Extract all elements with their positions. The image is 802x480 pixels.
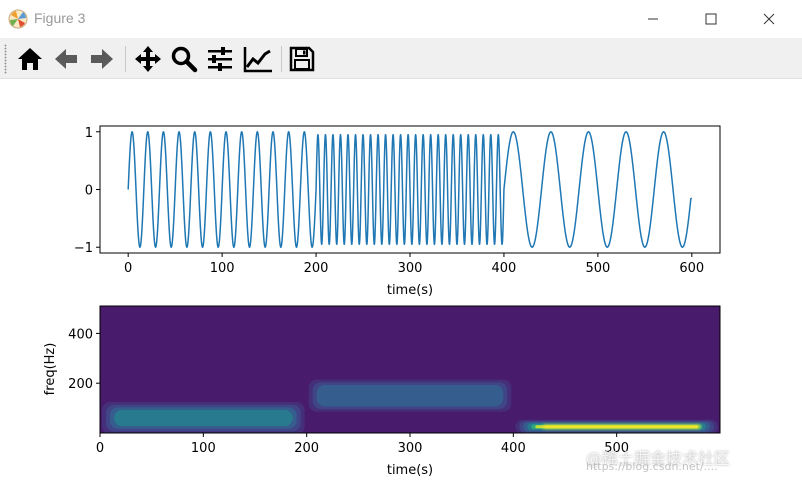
spectrogram-xlabel: time(s) xyxy=(387,463,433,478)
toolbar-separator xyxy=(281,46,282,72)
spectrogram-xtick-label: 400 xyxy=(501,441,526,456)
edit-axes-button[interactable] xyxy=(242,43,274,75)
signal-xtick-label: 500 xyxy=(585,261,610,276)
sliders-icon xyxy=(208,47,232,71)
signal-xtick-label: 200 xyxy=(304,261,329,276)
toolbar-separator xyxy=(125,46,126,72)
watermark-url: https://blog.csdn.net/.... xyxy=(586,460,718,473)
spectrogram-band xyxy=(114,410,293,427)
save-button[interactable] xyxy=(286,43,318,75)
minimize-button[interactable] xyxy=(630,0,676,38)
signal-xticks: 0 100 200 300 400 500 600 xyxy=(124,253,704,276)
signal-xtick-label: 0 xyxy=(124,261,132,276)
signal-ytick-label: −1 xyxy=(74,241,93,256)
spectrogram-band xyxy=(316,384,504,407)
home-button[interactable] xyxy=(14,43,46,75)
toolbar-grip[interactable] xyxy=(4,44,7,74)
floppy-icon xyxy=(289,46,315,72)
signal-series-line xyxy=(127,131,693,248)
spectrogram-xtick-label: 100 xyxy=(191,441,216,456)
navigation-toolbar xyxy=(0,38,802,79)
close-button[interactable] xyxy=(746,0,792,38)
maximize-button[interactable] xyxy=(688,0,734,38)
arrow-left-icon xyxy=(55,49,77,69)
spectrogram-xticks: 0 100 200 300 400 500 xyxy=(96,433,629,456)
spectrogram-xtick-label: 300 xyxy=(398,441,423,456)
close-icon xyxy=(763,13,775,25)
signal-axes[interactable]: 0 100 200 300 400 500 600 −1 0 1 time(s) xyxy=(74,125,721,298)
move-icon xyxy=(135,46,161,72)
home-icon xyxy=(18,48,42,70)
line-chart-icon xyxy=(243,47,272,73)
signal-xlabel: time(s) xyxy=(387,283,433,298)
spectrogram-xtick-label: 200 xyxy=(294,441,319,456)
pan-button[interactable] xyxy=(132,43,164,75)
signal-xtick-label: 400 xyxy=(492,261,517,276)
signal-series-group xyxy=(127,131,693,248)
subplots-button[interactable] xyxy=(204,43,236,75)
spectrogram-yticks: 200 400 xyxy=(68,327,100,392)
signal-xtick-label: 600 xyxy=(679,261,704,276)
signal-ytick-label: 0 xyxy=(85,184,93,199)
watermark-text: @稀土掘金技术社区 xyxy=(586,449,731,468)
figure-canvas[interactable]: 0 100 200 300 400 500 600 −1 0 1 time(s) 0 100 200… xyxy=(0,79,802,480)
spectrogram-ylabel: freq(Hz) xyxy=(43,343,58,396)
signal-xtick-label: 100 xyxy=(210,261,235,276)
spectrogram-ytick-label: 200 xyxy=(68,377,93,392)
maximize-icon xyxy=(705,13,717,25)
signal-xtick-label: 300 xyxy=(398,261,423,276)
signal-yticks: −1 0 1 xyxy=(74,126,100,256)
spectrogram-xtick-label: 0 xyxy=(96,441,104,456)
back-button[interactable] xyxy=(50,43,82,75)
zoom-button[interactable] xyxy=(168,43,200,75)
window-titlebar: Figure 3 xyxy=(0,0,802,38)
spectrogram-bands xyxy=(102,379,718,433)
spectrogram-band-core xyxy=(543,424,700,429)
signal-ytick-label: 1 xyxy=(85,126,93,141)
matplotlib-logo-icon xyxy=(8,9,28,29)
magnifier-icon xyxy=(171,46,198,73)
minimize-icon xyxy=(648,18,658,20)
arrow-right-icon xyxy=(91,49,113,69)
spectrogram-axes[interactable]: 0 100 200 300 400 500 200 400 time(s) freq(Hz) xyxy=(43,305,721,478)
spectrogram-xtick-label: 500 xyxy=(604,441,629,456)
forward-button[interactable] xyxy=(86,43,118,75)
spectrogram-ytick-label: 400 xyxy=(68,327,93,342)
window-title: Figure 3 xyxy=(34,10,86,26)
